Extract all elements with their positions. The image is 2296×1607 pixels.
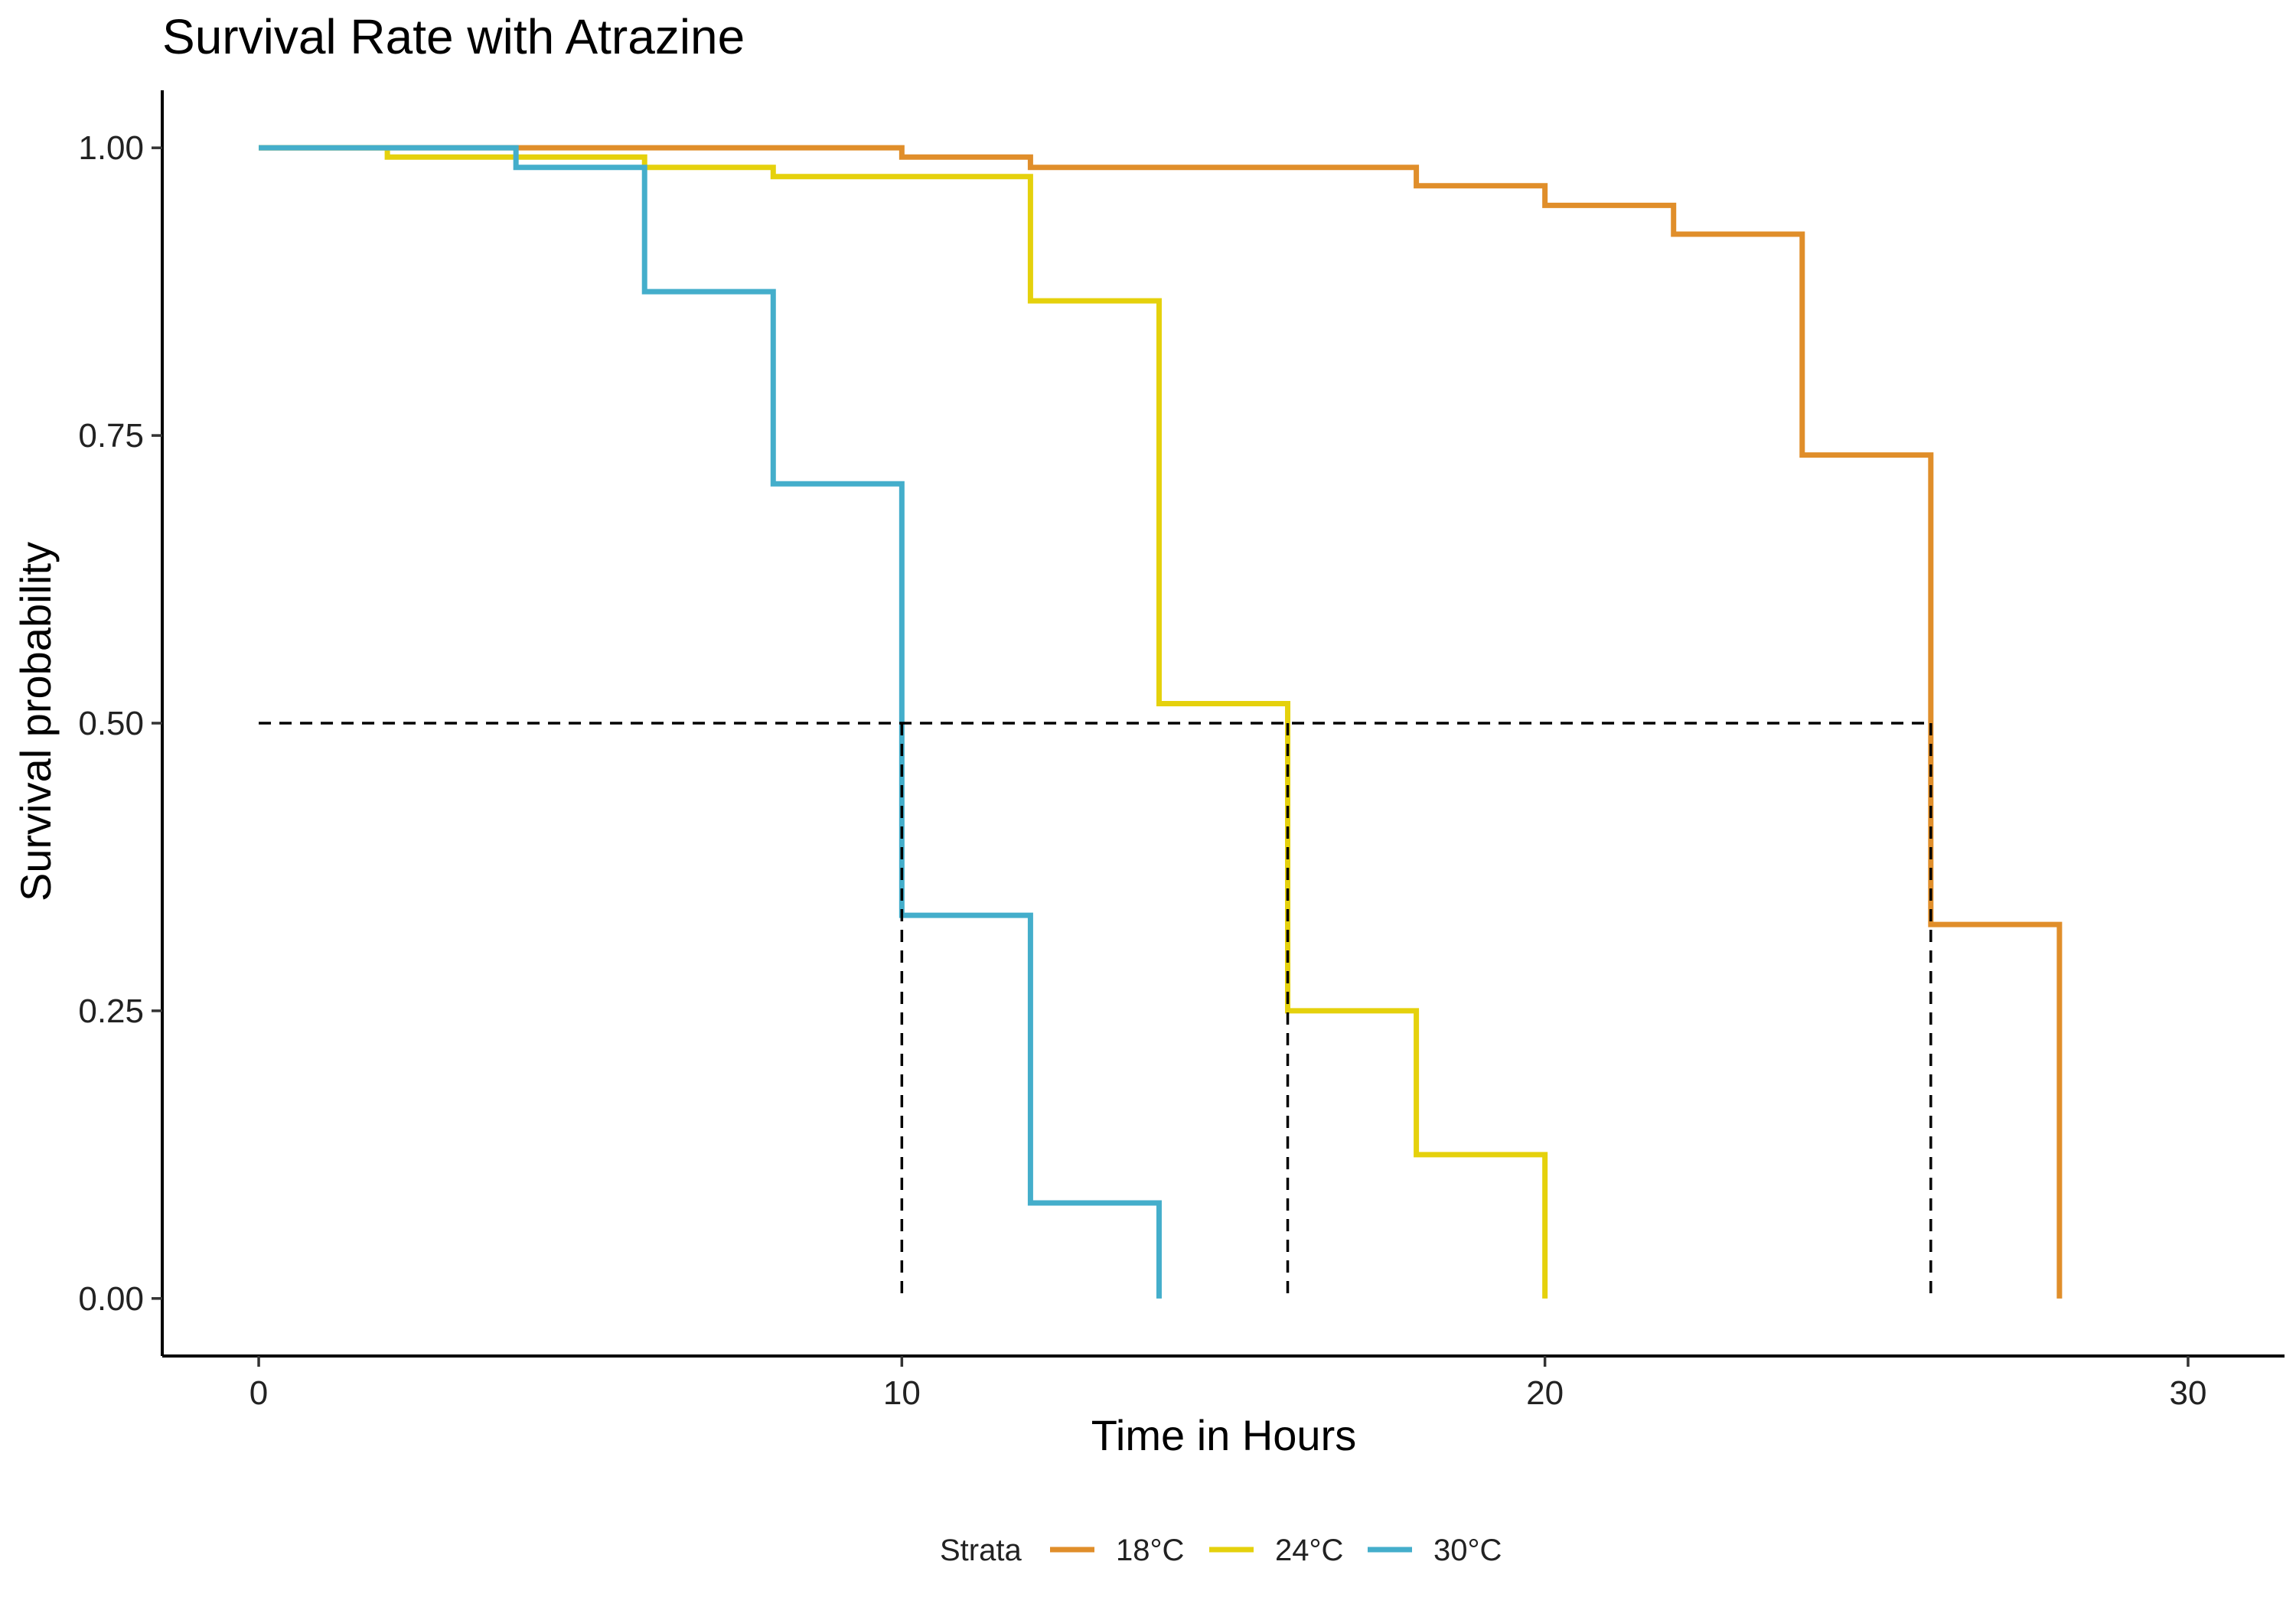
- axes: 0 10 20 30 0.00 0.25 0.50 0.75 1.00: [78, 90, 2285, 1412]
- legend-title: Strata: [940, 1534, 1022, 1567]
- chart-title: Survival Rate with Atrazine: [162, 9, 745, 64]
- x-tick-label-0: 0: [249, 1374, 268, 1412]
- plot-area: [259, 145, 2063, 1299]
- x-axis-title: Time in Hours: [1091, 1411, 1356, 1459]
- legend-label-0: 18°C: [1116, 1534, 1184, 1567]
- y-tick-label-4: 1.00: [78, 129, 144, 167]
- series-line-1: [259, 145, 1548, 1299]
- y-tick-label-1: 0.25: [78, 993, 144, 1030]
- x-tick-label-3: 30: [2169, 1374, 2206, 1412]
- legend: Strata 18°C 24°C 30°C: [940, 1534, 1502, 1567]
- legend-label-2: 30°C: [1433, 1534, 1502, 1567]
- y-axis-title: Survival probability: [11, 542, 60, 901]
- series-line-0: [259, 145, 2063, 1299]
- series-line-2: [259, 145, 1162, 1299]
- x-tick-label-1: 10: [883, 1374, 921, 1412]
- y-tick-label-2: 0.50: [78, 705, 144, 742]
- x-tick-label-2: 20: [1526, 1374, 1564, 1412]
- y-tick-label-3: 0.75: [78, 417, 144, 455]
- legend-label-1: 24°C: [1275, 1534, 1343, 1567]
- y-tick-label-0: 0.00: [78, 1280, 144, 1318]
